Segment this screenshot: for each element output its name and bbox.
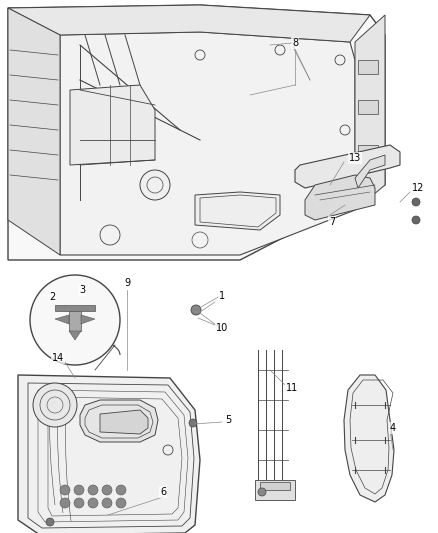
Bar <box>260 482 290 490</box>
Circle shape <box>102 485 112 495</box>
Polygon shape <box>295 145 400 188</box>
Text: 14: 14 <box>52 353 64 363</box>
Polygon shape <box>70 85 155 165</box>
Text: 5: 5 <box>225 415 231 425</box>
Polygon shape <box>80 400 158 442</box>
Bar <box>358 100 378 114</box>
Text: 4: 4 <box>390 423 396 433</box>
Text: 1: 1 <box>219 291 225 301</box>
Circle shape <box>102 498 112 508</box>
Text: 2: 2 <box>49 292 55 302</box>
Circle shape <box>116 485 126 495</box>
Polygon shape <box>195 192 280 230</box>
Polygon shape <box>305 175 375 220</box>
Polygon shape <box>69 331 81 340</box>
Polygon shape <box>344 375 394 502</box>
Text: 13: 13 <box>349 153 361 163</box>
Polygon shape <box>355 155 385 188</box>
Circle shape <box>412 216 420 224</box>
Circle shape <box>46 518 54 526</box>
Circle shape <box>88 498 98 508</box>
Circle shape <box>74 498 84 508</box>
Polygon shape <box>8 5 370 42</box>
Text: 6: 6 <box>160 487 166 497</box>
Circle shape <box>60 498 70 508</box>
Circle shape <box>116 498 126 508</box>
Bar <box>69 311 81 331</box>
Polygon shape <box>355 15 385 210</box>
Bar <box>55 305 95 311</box>
Polygon shape <box>100 410 148 434</box>
Polygon shape <box>60 32 355 255</box>
Circle shape <box>191 305 201 315</box>
Circle shape <box>30 275 120 365</box>
Polygon shape <box>18 375 200 533</box>
Text: 11: 11 <box>286 383 298 393</box>
Polygon shape <box>8 5 385 260</box>
Circle shape <box>60 485 70 495</box>
Circle shape <box>33 383 77 427</box>
Circle shape <box>189 419 197 427</box>
Circle shape <box>88 485 98 495</box>
Circle shape <box>74 485 84 495</box>
Text: 10: 10 <box>216 323 228 333</box>
Polygon shape <box>55 315 69 324</box>
Polygon shape <box>8 8 60 255</box>
Circle shape <box>258 488 266 496</box>
Text: 12: 12 <box>412 183 424 193</box>
Bar <box>358 60 378 74</box>
Text: 3: 3 <box>79 285 85 295</box>
Polygon shape <box>81 315 95 324</box>
Circle shape <box>140 170 170 200</box>
Bar <box>358 145 378 159</box>
Text: 7: 7 <box>329 217 335 227</box>
Text: 9: 9 <box>124 278 130 288</box>
Circle shape <box>412 198 420 206</box>
Bar <box>255 480 295 500</box>
Text: 8: 8 <box>292 38 298 48</box>
